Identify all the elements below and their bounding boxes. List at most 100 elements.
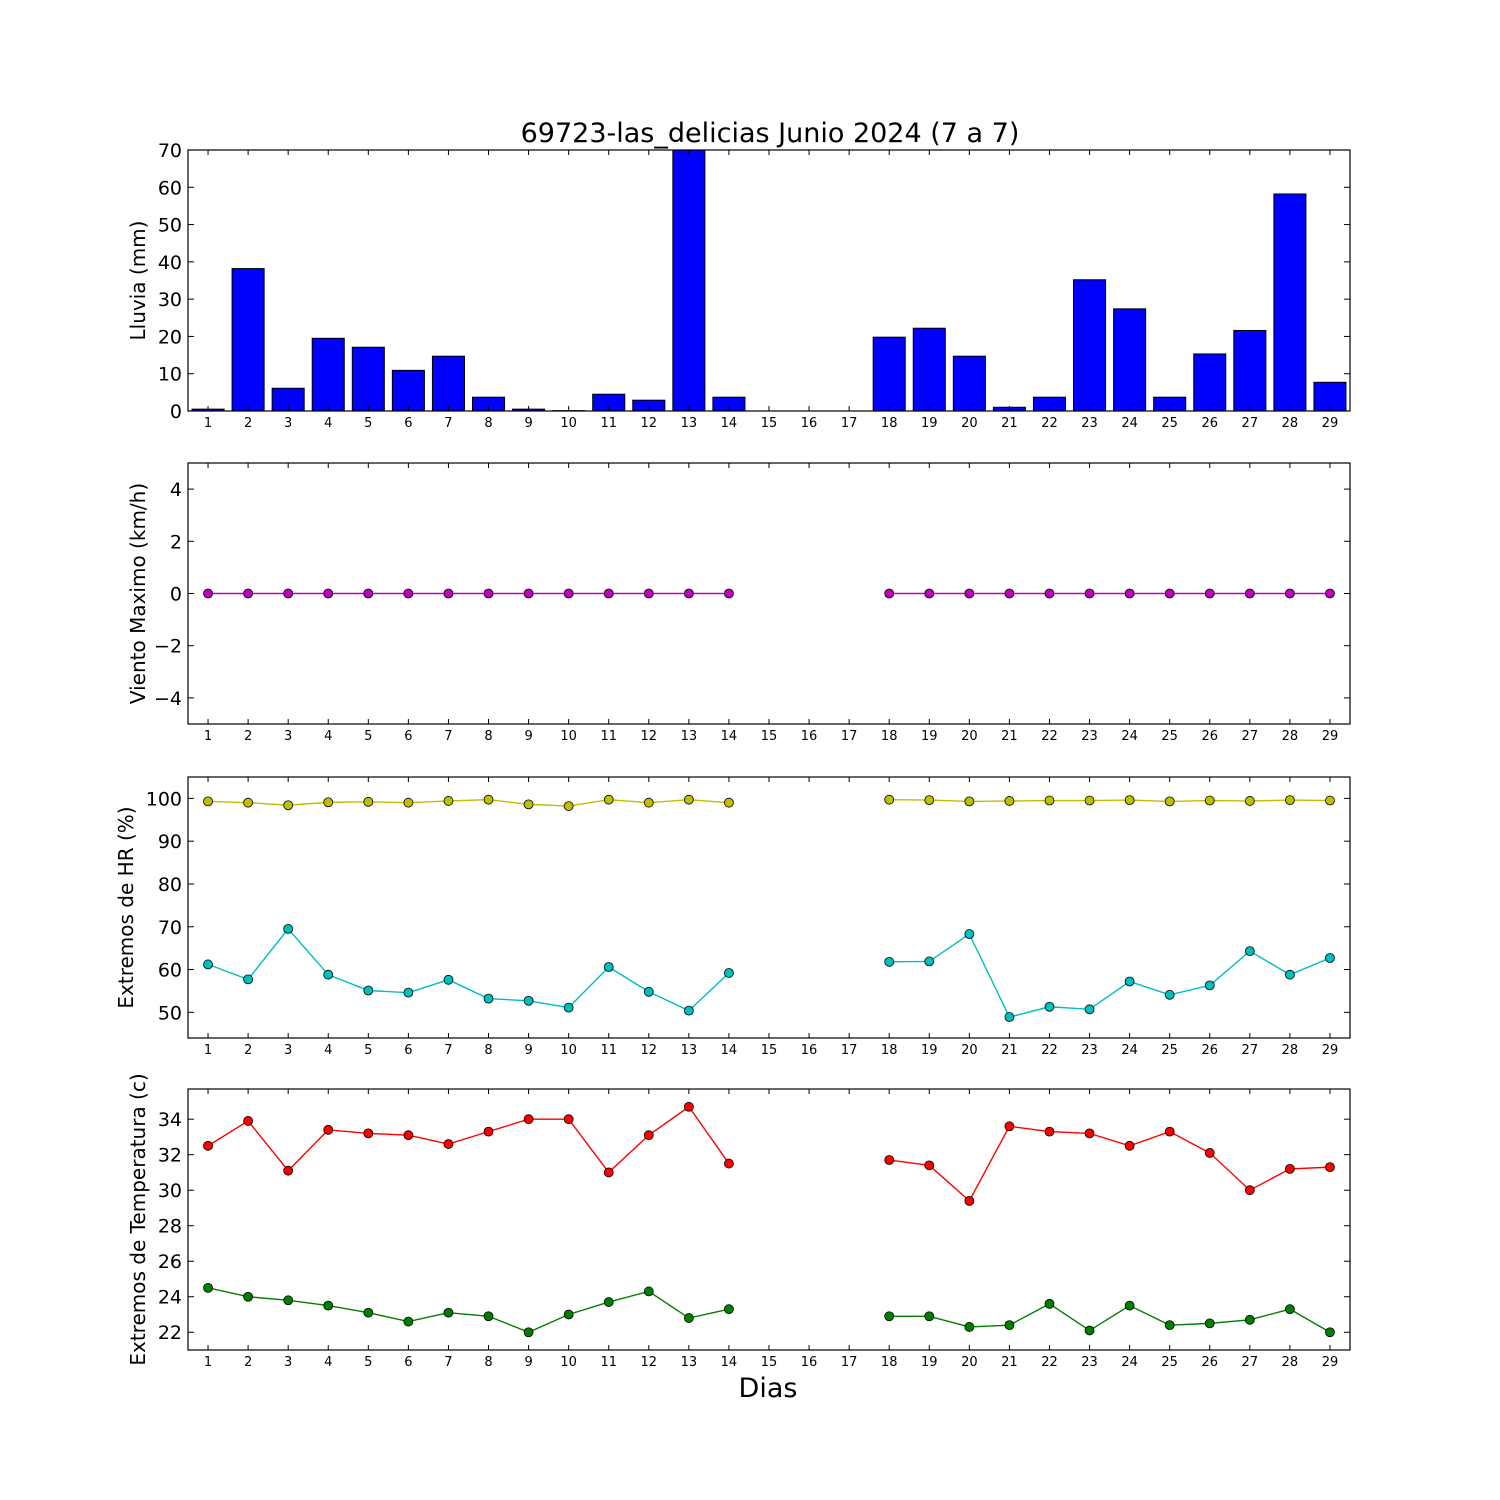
point-series-1-day-29 [1325, 1162, 1335, 1173]
bar-day-6 [391, 369, 425, 412]
x-tick-label: 22 [1041, 1355, 1058, 1370]
point-series-2-day-12 [643, 986, 654, 997]
point-series-1-day-18 [884, 1155, 895, 1165]
point-series-1-day-8 [483, 1126, 494, 1137]
x-tick-label: 14 [721, 1043, 738, 1058]
bar-day-24 [1113, 308, 1147, 412]
y-tick-label: −4 [154, 688, 182, 710]
x-tick-label: 8 [484, 1043, 492, 1058]
series-1-line [889, 798, 1330, 803]
x-tick-label: 9 [524, 1355, 532, 1370]
point-series-2-day-5 [363, 985, 374, 996]
point-series-2-day-10 [563, 1309, 574, 1320]
point-series-1-day-23 [1084, 1128, 1095, 1139]
x-tick-label: 4 [324, 729, 332, 744]
y-tick-label: 90 [158, 831, 182, 853]
point-series-1-day-14 [724, 1158, 734, 1169]
point-series-2-day-14 [724, 968, 734, 978]
y-tick-label: 50 [158, 215, 182, 237]
series-2-line [207, 927, 730, 1012]
y-tick-label: 26 [158, 1251, 182, 1273]
point-series-1-day-10 [563, 801, 574, 811]
x-tick-label: 12 [641, 1355, 658, 1370]
x-tick-label: 29 [1322, 729, 1339, 744]
x-tick-label: 15 [761, 729, 778, 744]
x-tick-label: 18 [881, 729, 898, 744]
point-series-2-day-25 [1164, 989, 1175, 1000]
series-1-line [208, 798, 729, 807]
point-series-2-day-29 [1325, 1327, 1335, 1338]
point-series-1-day-26 [1204, 795, 1215, 806]
point-series-2-day-29 [1325, 953, 1335, 963]
x-tick-label: 11 [600, 416, 617, 431]
y-axis-label: Extremos de HR (%) [114, 806, 138, 1008]
point-series-1-day-29 [1325, 795, 1335, 806]
x-tick-label: 9 [524, 1043, 532, 1058]
series-2-line [889, 1303, 1331, 1333]
x-tick-label: 7 [444, 416, 452, 431]
x-tick-label: 6 [404, 729, 412, 744]
point-series-1-day-9 [523, 1114, 534, 1125]
x-tick-label: 18 [881, 1043, 898, 1058]
point-series-2-day-1 [203, 1282, 213, 1293]
point-series-1-day-21 [1004, 1121, 1015, 1132]
point-series-1-day-27 [1244, 588, 1255, 599]
point-series-1-day-1 [203, 588, 213, 599]
x-tick-label: 16 [801, 729, 818, 744]
x-tick-label: 6 [404, 416, 412, 431]
point-series-1-day-12 [643, 588, 654, 599]
point-series-1-day-1 [203, 796, 213, 807]
point-series-1-day-25 [1164, 796, 1175, 807]
x-tick-label: 15 [761, 416, 778, 431]
point-series-1-day-14 [724, 797, 734, 808]
point-series-2-day-28 [1284, 969, 1295, 980]
point-series-1-day-23 [1084, 795, 1095, 806]
point-series-1-day-26 [1204, 1148, 1215, 1158]
x-tick-label: 2 [244, 1355, 252, 1370]
x-tick-label: 11 [600, 729, 617, 744]
point-series-1-day-11 [603, 794, 614, 805]
x-tick-label: 5 [364, 416, 372, 431]
point-series-2-day-24 [1124, 1300, 1135, 1311]
point-series-1-day-2 [243, 588, 254, 599]
x-tick-label: 28 [1282, 729, 1299, 744]
point-series-2-day-26 [1204, 1318, 1215, 1329]
y-axis-label: Lluvia (mm) [126, 221, 150, 341]
y-tick-label: 28 [158, 1216, 182, 1238]
point-series-1-day-7 [443, 1139, 454, 1149]
point-series-2-day-18 [884, 956, 895, 967]
x-tick-label: 3 [284, 1043, 292, 1058]
bar-day-7 [431, 355, 465, 412]
x-tick-label: 7 [444, 729, 452, 744]
point-series-1-day-21 [1004, 588, 1015, 599]
point-series-1-day-1 [203, 1140, 213, 1151]
x-tick-label: 4 [324, 1355, 332, 1370]
x-tick-label: 8 [484, 416, 492, 431]
point-series-1-day-11 [603, 588, 614, 599]
x-tick-label: 24 [1121, 1043, 1138, 1058]
bar-day-26 [1193, 353, 1227, 412]
x-tick-label: 11 [600, 1043, 617, 1058]
y-axis-label: Extremos de Temperatura (c) [126, 1073, 150, 1365]
point-series-2-day-9 [523, 1327, 534, 1338]
point-series-2-day-23 [1084, 1325, 1095, 1336]
point-series-1-day-11 [603, 1167, 614, 1178]
y-tick-label: 70 [158, 140, 182, 162]
x-tick-label: 28 [1282, 1355, 1299, 1370]
point-series-1-day-13 [683, 794, 694, 805]
x-tick-label: 15 [761, 1355, 778, 1370]
point-series-2-day-13 [683, 1005, 694, 1016]
point-series-1-day-12 [643, 797, 654, 808]
point-series-1-day-22 [1044, 795, 1055, 806]
point-series-2-day-27 [1244, 1314, 1255, 1325]
y-tick-label: 32 [158, 1145, 182, 1167]
x-tick-label: 27 [1242, 1043, 1259, 1058]
x-tick-label: 29 [1322, 1043, 1339, 1058]
point-series-2-day-20 [964, 1322, 975, 1332]
x-tick-label: 27 [1242, 729, 1259, 744]
x-tick-label: 6 [404, 1043, 412, 1058]
y-tick-label: 30 [158, 289, 182, 311]
y-tick-label: 22 [158, 1322, 182, 1344]
